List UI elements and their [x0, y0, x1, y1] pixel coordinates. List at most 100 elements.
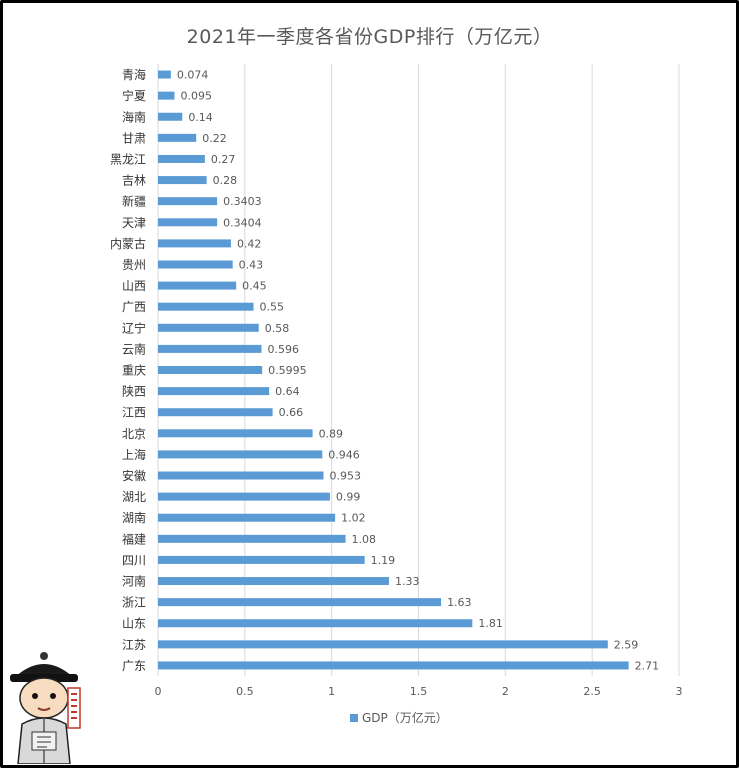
- bar: [158, 154, 205, 163]
- category-label: 辽宁: [122, 320, 146, 335]
- category-label: 安徽: [122, 468, 146, 483]
- x-tick-label: 3: [676, 685, 683, 698]
- legend: GDP（万亿元）: [350, 710, 448, 725]
- category-label: 云南: [122, 341, 146, 356]
- bar: [158, 323, 259, 332]
- bar: [158, 197, 218, 206]
- value-label: 0.55: [260, 301, 285, 314]
- value-label: 0.42: [237, 237, 262, 250]
- value-label: 0.596: [268, 343, 300, 356]
- value-label: 0.89: [319, 427, 344, 440]
- value-label: 0.953: [330, 470, 362, 483]
- category-label: 新疆: [122, 194, 146, 209]
- x-tick-label: 2.5: [583, 685, 601, 698]
- value-label: 1.81: [478, 617, 503, 630]
- bar: [158, 302, 254, 311]
- bar: [158, 471, 324, 480]
- value-label: 0.58: [265, 322, 290, 335]
- value-label: 0.5995: [268, 364, 307, 377]
- bar: [158, 408, 273, 417]
- cartoon-scholar-avatar-icon: [10, 652, 81, 764]
- category-label: 吉林: [122, 174, 146, 188]
- bar: [158, 450, 323, 459]
- x-tick-label: 1: [328, 685, 335, 698]
- value-labels: 0.074 0.095 0.14 0.22 0.27 0.28 0.3403 0.3404 0.…: [177, 69, 659, 673]
- category-label: 上海: [122, 447, 146, 462]
- bar: [158, 218, 218, 227]
- value-label: 0.99: [336, 491, 361, 504]
- bar: [158, 619, 473, 628]
- bars: [158, 70, 629, 670]
- bar: [158, 91, 175, 100]
- legend-label: GDP（万亿元）: [362, 710, 448, 725]
- category-label: 河南: [122, 574, 146, 589]
- value-label: 0.66: [279, 406, 304, 419]
- bar: [158, 577, 389, 586]
- category-label: 山东: [122, 617, 146, 631]
- category-labels: 青海宁夏海南甘肃黑龙江吉林新疆天津内蒙古贵州山西广西辽宁云南重庆陕西江西北京上海…: [110, 67, 146, 673]
- value-label: 0.22: [202, 132, 227, 145]
- bar: [158, 133, 197, 142]
- category-label: 天津: [122, 216, 146, 230]
- category-label: 福建: [122, 531, 146, 546]
- category-label: 浙江: [122, 596, 146, 610]
- value-label: 0.28: [213, 174, 238, 187]
- value-label: 0.45: [242, 280, 267, 293]
- value-label: 0.946: [328, 448, 360, 461]
- x-tick-label: 0.5: [236, 685, 254, 698]
- bar: [158, 492, 330, 501]
- value-label: 1.63: [447, 596, 472, 609]
- bar: [158, 366, 263, 374]
- category-label: 湖北: [122, 489, 146, 504]
- category-label: 青海: [122, 67, 146, 82]
- bar: [158, 260, 233, 269]
- bar: [158, 344, 262, 353]
- category-label: 山西: [122, 279, 146, 293]
- value-label: 1.19: [371, 554, 396, 567]
- bar: [158, 112, 183, 121]
- bar: [158, 387, 270, 396]
- category-label: 宁夏: [122, 88, 146, 103]
- legend-swatch: [350, 714, 358, 722]
- value-label: 0.14: [188, 111, 213, 124]
- value-label: 0.27: [211, 153, 236, 166]
- bar: [158, 640, 608, 649]
- category-label: 广东: [122, 659, 146, 673]
- category-label: 江西: [122, 406, 146, 420]
- value-label: 1.33: [395, 575, 420, 588]
- bar: [158, 534, 346, 543]
- category-label: 四川: [122, 553, 146, 567]
- value-label: 0.3403: [223, 195, 261, 208]
- bar: [158, 70, 171, 79]
- category-label: 内蒙古: [110, 236, 146, 251]
- value-label: 0.3404: [223, 216, 262, 229]
- x-tick-label: 1.5: [410, 685, 428, 698]
- category-label: 广西: [122, 300, 146, 314]
- chart-title: 2021年一季度各省份GDP排行（万亿元）: [186, 26, 553, 48]
- value-label: 0.074: [177, 69, 209, 82]
- category-label: 甘肃: [122, 131, 146, 145]
- bar: [158, 598, 442, 607]
- value-label: 0.64: [275, 385, 300, 398]
- category-label: 江苏: [122, 638, 146, 652]
- bar: [158, 176, 207, 185]
- value-label: 0.095: [180, 90, 212, 103]
- bar: [158, 429, 313, 438]
- gridlines: [157, 64, 680, 676]
- category-label: 湖南: [122, 510, 146, 525]
- x-axis-ticks: 0 0.5 1 1.5 2 2.5 3: [155, 685, 683, 698]
- bar: [158, 555, 365, 564]
- category-label: 陕西: [122, 384, 146, 399]
- category-label: 北京: [122, 427, 146, 441]
- bar: [158, 281, 237, 290]
- bar: [158, 513, 336, 522]
- x-tick-label: 0: [155, 685, 162, 698]
- value-label: 1.02: [341, 512, 366, 525]
- bar: [158, 239, 231, 248]
- value-label: 2.71: [635, 659, 660, 672]
- value-label: 1.08: [352, 533, 377, 546]
- category-label: 黑龙江: [110, 152, 146, 166]
- value-label: 0.43: [239, 258, 264, 271]
